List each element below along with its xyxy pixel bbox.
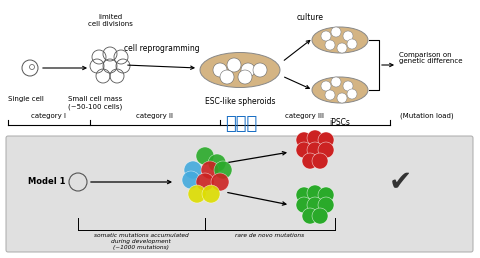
Circle shape [195, 147, 214, 165]
Circle shape [346, 89, 356, 99]
Circle shape [195, 173, 214, 191]
Circle shape [330, 27, 340, 37]
Text: Comparison on
genetic difference: Comparison on genetic difference [398, 52, 462, 64]
Circle shape [317, 142, 333, 158]
Circle shape [324, 90, 334, 100]
Circle shape [320, 81, 330, 91]
Text: limited
cell divisions: limited cell divisions [87, 14, 132, 27]
Circle shape [317, 132, 333, 148]
Circle shape [188, 185, 205, 203]
Circle shape [238, 70, 252, 84]
Text: cell reprogramming: cell reprogramming [124, 44, 199, 53]
Circle shape [227, 58, 240, 72]
Ellipse shape [312, 77, 367, 103]
Circle shape [219, 70, 233, 84]
Circle shape [295, 132, 312, 148]
Circle shape [317, 197, 333, 213]
Circle shape [324, 40, 334, 50]
Circle shape [211, 173, 228, 191]
Circle shape [207, 154, 226, 172]
Circle shape [181, 171, 200, 189]
Circle shape [342, 31, 352, 41]
Text: category II: category II [136, 113, 173, 119]
Circle shape [295, 142, 312, 158]
Text: culture: culture [296, 13, 323, 22]
Text: ✔: ✔ [387, 168, 411, 196]
Text: Single cell: Single cell [8, 96, 44, 102]
Circle shape [301, 208, 317, 224]
Circle shape [320, 31, 330, 41]
Text: Model 1: Model 1 [28, 178, 65, 187]
Circle shape [306, 142, 323, 158]
Circle shape [252, 63, 266, 77]
Text: iPSCs: iPSCs [329, 118, 350, 127]
Circle shape [346, 39, 356, 49]
Circle shape [312, 208, 327, 224]
FancyBboxPatch shape [6, 136, 472, 252]
Circle shape [342, 81, 352, 91]
Circle shape [213, 63, 227, 77]
Text: Small cell mass
(~50-100 cells): Small cell mass (~50-100 cells) [68, 96, 122, 109]
Text: category III: category III [285, 113, 324, 119]
Circle shape [330, 77, 340, 87]
Circle shape [301, 153, 317, 169]
Circle shape [295, 197, 312, 213]
Text: rare de novo mutations: rare de novo mutations [235, 233, 304, 238]
Circle shape [317, 187, 333, 203]
Circle shape [214, 161, 231, 179]
Circle shape [306, 185, 323, 201]
Ellipse shape [200, 52, 279, 87]
Circle shape [336, 43, 346, 53]
Circle shape [184, 161, 202, 179]
Text: (Mutation load): (Mutation load) [399, 112, 453, 119]
Circle shape [336, 93, 346, 103]
Circle shape [240, 63, 254, 77]
Text: somatic mutations accumulated
during development
(~1000 mutations): somatic mutations accumulated during dev… [94, 233, 188, 249]
Circle shape [202, 185, 219, 203]
Circle shape [306, 130, 323, 146]
Circle shape [312, 153, 327, 169]
Text: 普洱茶: 普洱茶 [225, 115, 257, 133]
Circle shape [201, 161, 218, 179]
Text: ESC-like spheroids: ESC-like spheroids [204, 97, 275, 106]
Circle shape [295, 187, 312, 203]
Text: category I: category I [31, 113, 66, 119]
Circle shape [306, 197, 323, 213]
Ellipse shape [312, 27, 367, 53]
